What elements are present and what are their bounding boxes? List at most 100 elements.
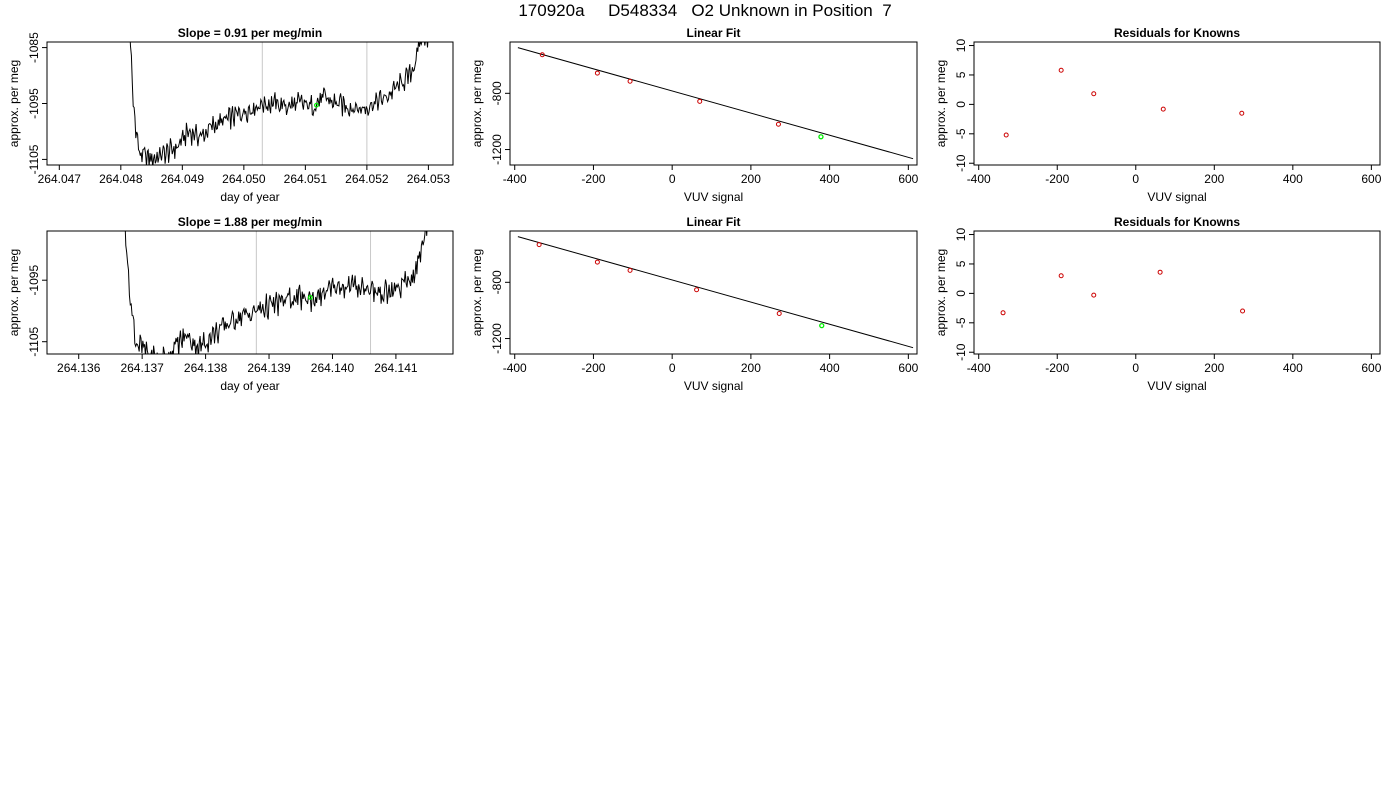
plot-area xyxy=(124,231,428,354)
x-tick-label: 264.140 xyxy=(311,361,355,375)
residual-point xyxy=(1240,308,1246,314)
page-title: 170920a D548334 O2 Unknown in Position 7 xyxy=(518,1,892,20)
y-axis-label: approx. per meg xyxy=(7,60,21,147)
x-tick-label: 264.051 xyxy=(284,172,328,186)
plot-area xyxy=(129,42,429,165)
x-tick-label: 0 xyxy=(669,361,676,375)
residual-point xyxy=(1003,132,1009,138)
x-tick-label: 264.141 xyxy=(374,361,418,375)
x-tick-label: 600 xyxy=(1361,172,1381,186)
known-point xyxy=(694,287,700,293)
y-tick-label: 5 xyxy=(954,71,968,78)
y-tick-label: 0 xyxy=(954,101,968,108)
unknown-point xyxy=(818,134,824,140)
x-tick-label: -400 xyxy=(503,361,527,375)
plot-area xyxy=(1003,67,1245,138)
x-tick-label: 0 xyxy=(1132,172,1139,186)
plot-frame xyxy=(509,230,918,355)
y-tick-label: 10 xyxy=(954,39,968,53)
known-point xyxy=(627,78,633,84)
known-point xyxy=(539,52,545,58)
known-point xyxy=(697,98,703,104)
plot-area xyxy=(1000,269,1246,316)
x-tick-label: 0 xyxy=(1132,361,1139,375)
y-tick-label: -10 xyxy=(954,154,968,172)
y-axis-label: approx. per meg xyxy=(7,249,21,336)
x-tick-label: 264.137 xyxy=(120,361,164,375)
fit-line xyxy=(517,236,914,349)
y-axis-label: approx. per meg xyxy=(934,60,948,147)
x-tick-label: 264.050 xyxy=(222,172,266,186)
residual-point xyxy=(1058,273,1064,279)
signal-trace xyxy=(124,231,428,354)
y-tick-label: 5 xyxy=(954,260,968,267)
known-point xyxy=(594,70,600,76)
known-point xyxy=(775,121,781,127)
x-axis-label: VUV signal xyxy=(684,190,743,204)
x-tick-label: -200 xyxy=(1045,361,1069,375)
x-tick-label: -400 xyxy=(967,172,991,186)
x-tick-label: 600 xyxy=(1361,361,1381,375)
x-tick-label: 400 xyxy=(1283,172,1303,186)
panel-title: Residuals for Knowns xyxy=(1114,26,1240,40)
plot-area xyxy=(517,47,914,160)
y-tick-label: -1105 xyxy=(27,326,41,356)
y-tick-label: -800 xyxy=(490,270,504,294)
known-point xyxy=(536,242,542,248)
known-point xyxy=(776,311,782,317)
residual-point xyxy=(1058,67,1064,73)
unknown-marker xyxy=(307,294,313,300)
x-tick-label: 264.139 xyxy=(247,361,291,375)
unknown-marker xyxy=(313,102,319,108)
x-tick-label: 200 xyxy=(741,361,761,375)
x-axis-label: VUV signal xyxy=(1147,190,1206,204)
residual-point xyxy=(1091,91,1097,97)
x-tick-label: 400 xyxy=(1283,361,1303,375)
known-point xyxy=(627,267,633,273)
panel-title: Slope = 0.91 per meg/min xyxy=(178,26,322,40)
residual-point xyxy=(1091,292,1097,298)
y-tick-label: -1105 xyxy=(27,144,41,174)
panel-title: Slope = 1.88 per meg/min xyxy=(178,215,322,229)
panel-res2: Residuals for Knowns VUV signal approx. pe… xyxy=(934,215,1382,393)
residual-point xyxy=(1160,106,1166,112)
panel-title: Linear Fit xyxy=(686,26,740,40)
plot-area xyxy=(517,236,914,349)
x-axis-label: day of year xyxy=(220,379,279,393)
x-tick-label: -200 xyxy=(581,172,605,186)
residual-point xyxy=(1239,110,1245,116)
panel-ts1: Slope = 0.91 per meg/min day of year appro… xyxy=(7,26,454,204)
x-tick-label: -200 xyxy=(1045,172,1069,186)
y-tick-label: -1200 xyxy=(490,323,504,354)
x-tick-label: 400 xyxy=(820,172,840,186)
panel-fit1: Linear Fit VUV signal approx. per meg -400 -… xyxy=(470,26,919,204)
panel-ts2: Slope = 1.88 per meg/min day of year appro… xyxy=(7,215,454,393)
x-axis-label: VUV signal xyxy=(684,379,743,393)
y-axis-label: approx. per meg xyxy=(934,249,948,336)
plot-frame xyxy=(973,41,1381,166)
y-tick-label: -5 xyxy=(954,317,968,328)
x-tick-label: 264.048 xyxy=(99,172,143,186)
residual-point xyxy=(1000,310,1006,316)
x-tick-label: 264.138 xyxy=(184,361,228,375)
y-tick-label: -1095 xyxy=(27,88,41,119)
x-tick-label: 264.049 xyxy=(161,172,205,186)
panel-title: Residuals for Knowns xyxy=(1114,215,1240,229)
x-tick-label: 0 xyxy=(669,172,676,186)
fit-line xyxy=(517,47,914,160)
x-tick-label: 264.053 xyxy=(407,172,451,186)
plot-frame xyxy=(509,41,918,166)
x-tick-label: -400 xyxy=(503,172,527,186)
x-tick-label: 200 xyxy=(741,172,761,186)
x-tick-label: 600 xyxy=(898,361,918,375)
y-tick-label: 10 xyxy=(954,228,968,242)
x-tick-label: 264.136 xyxy=(57,361,101,375)
plot-frame xyxy=(973,230,1381,355)
x-axis-label: VUV signal xyxy=(1147,379,1206,393)
y-tick-label: -1095 xyxy=(27,265,41,296)
panel-fit2: Linear Fit VUV signal approx. per meg -400 -… xyxy=(470,215,919,393)
x-tick-label: 200 xyxy=(1204,172,1224,186)
y-tick-label: -1200 xyxy=(490,134,504,165)
residual-point xyxy=(1157,269,1163,275)
